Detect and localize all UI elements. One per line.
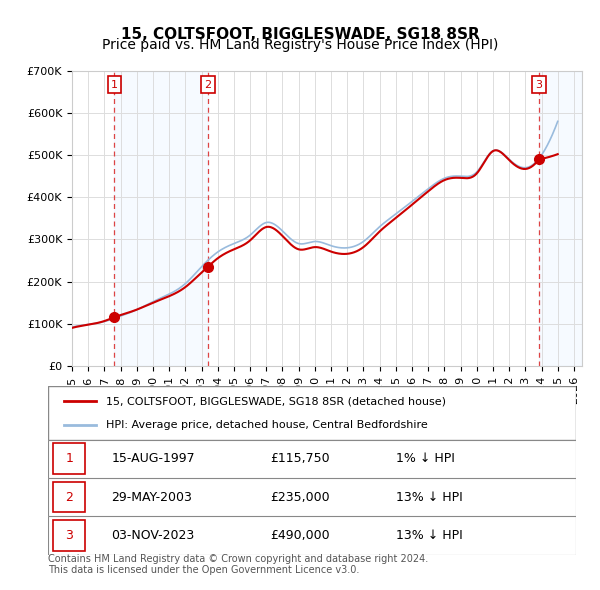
FancyBboxPatch shape — [48, 386, 576, 440]
Text: 1: 1 — [65, 452, 73, 466]
FancyBboxPatch shape — [48, 440, 576, 478]
Text: Contains HM Land Registry data © Crown copyright and database right 2024.
This d: Contains HM Land Registry data © Crown c… — [48, 553, 428, 575]
Text: 15, COLTSFOOT, BIGGLESWADE, SG18 8SR (detached house): 15, COLTSFOOT, BIGGLESWADE, SG18 8SR (de… — [106, 396, 446, 407]
Text: 2: 2 — [65, 490, 73, 504]
Text: 03-NOV-2023: 03-NOV-2023 — [112, 529, 194, 542]
Text: 1: 1 — [111, 80, 118, 90]
FancyBboxPatch shape — [53, 481, 85, 512]
Text: 29-MAY-2003: 29-MAY-2003 — [112, 490, 192, 504]
Text: 15, COLTSFOOT, BIGGLESWADE, SG18 8SR: 15, COLTSFOOT, BIGGLESWADE, SG18 8SR — [121, 27, 479, 41]
Bar — [115, 71, 208, 366]
Text: Price paid vs. HM Land Registry's House Price Index (HPI): Price paid vs. HM Land Registry's House … — [102, 38, 498, 53]
Text: 3: 3 — [535, 80, 542, 90]
Text: 15-AUG-1997: 15-AUG-1997 — [112, 452, 195, 466]
Text: 13% ↓ HPI: 13% ↓ HPI — [397, 490, 463, 504]
Text: 3: 3 — [65, 529, 73, 542]
FancyBboxPatch shape — [48, 478, 576, 516]
FancyBboxPatch shape — [53, 444, 85, 474]
Bar — [539, 71, 582, 366]
FancyBboxPatch shape — [48, 516, 576, 555]
Text: £235,000: £235,000 — [270, 490, 329, 504]
Text: 13% ↓ HPI: 13% ↓ HPI — [397, 529, 463, 542]
Text: £490,000: £490,000 — [270, 529, 329, 542]
FancyBboxPatch shape — [53, 520, 85, 551]
Text: HPI: Average price, detached house, Central Bedfordshire: HPI: Average price, detached house, Cent… — [106, 419, 428, 430]
Text: 1% ↓ HPI: 1% ↓ HPI — [397, 452, 455, 466]
Text: 2: 2 — [205, 80, 212, 90]
Text: £115,750: £115,750 — [270, 452, 329, 466]
